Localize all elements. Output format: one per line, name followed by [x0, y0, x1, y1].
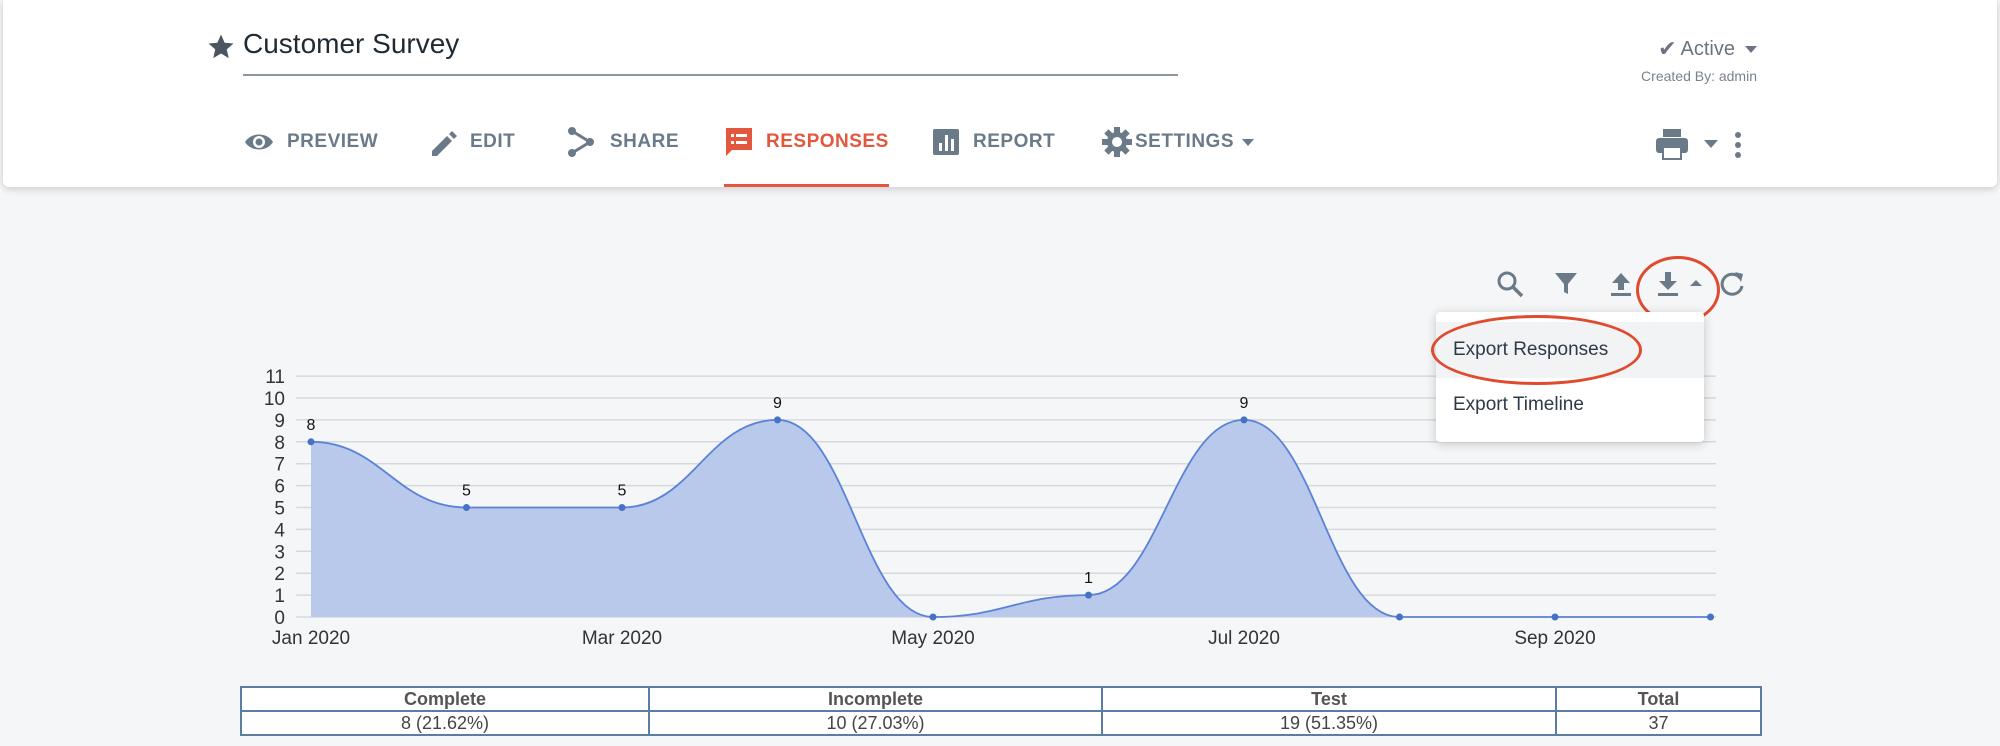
y-tick-label: 3	[274, 542, 285, 563]
tab-share[interactable]: SHARE	[566, 125, 679, 185]
data-point	[929, 613, 937, 621]
tab-preview[interactable]: PREVIEW	[243, 125, 378, 185]
data-point	[307, 438, 315, 446]
bar-chart-icon	[933, 129, 959, 155]
data-point	[1085, 591, 1092, 599]
y-tick-label: 10	[264, 389, 285, 410]
data-label: 9	[773, 395, 782, 412]
chart-area-fill	[311, 419, 1711, 617]
refresh-icon[interactable]	[1718, 270, 1746, 298]
header-total: Total	[1555, 686, 1762, 712]
table-row: 8 (21.62%) 10 (27.03%) 19 (51.35%) 37	[240, 710, 1762, 736]
y-tick-label: 7	[274, 455, 285, 476]
data-point	[618, 504, 626, 511]
y-tick-label: 9	[274, 411, 285, 432]
responses-icon	[726, 128, 752, 156]
export-timeline-item[interactable]: Export Timeline	[1453, 394, 1584, 415]
data-label: 8	[307, 417, 316, 434]
table-header-row: Complete Incomplete Test Total	[240, 686, 1762, 712]
print-icon[interactable]	[1655, 127, 1689, 161]
y-tick-label: 4	[274, 520, 285, 541]
data-label: 5	[462, 483, 471, 500]
header-test: Test	[1101, 686, 1557, 712]
tab-edit[interactable]: EDIT	[428, 125, 515, 185]
tab-responses-label: RESPONSES	[766, 131, 889, 152]
active-tab-indicator	[724, 184, 889, 187]
tab-responses[interactable]: RESPONSES	[724, 125, 889, 187]
pencil-icon	[432, 131, 457, 156]
data-point	[1240, 416, 1248, 424]
star-icon[interactable]	[206, 32, 236, 62]
y-tick-label: 2	[274, 564, 285, 585]
tab-share-label: SHARE	[610, 131, 680, 152]
survey-title[interactable]: Customer Survey	[243, 28, 460, 59]
value-complete: 8 (21.62%)	[240, 710, 650, 736]
tab-edit-label: EDIT	[470, 131, 516, 152]
check-icon: ✔	[1658, 36, 1677, 61]
tab-report-label: REPORT	[973, 131, 1056, 152]
x-tick-label: Mar 2020	[582, 628, 662, 649]
data-point	[1707, 613, 1714, 621]
tab-settings-label: SETTINGS	[1135, 131, 1235, 152]
eye-icon	[245, 134, 273, 150]
status-dropdown[interactable]: ✔ Active	[1658, 36, 1757, 62]
title-underline	[243, 74, 1178, 76]
y-tick-label: 8	[274, 433, 285, 454]
x-axis-ticks: Jan 2020 Mar 2020 May 2020 Jul 2020 Sep 2020	[272, 628, 1596, 649]
y-tick-label: 11	[265, 367, 285, 388]
data-point	[1396, 613, 1403, 621]
status-label: Active	[1680, 37, 1735, 60]
value-total: 37	[1555, 710, 1762, 736]
x-tick-label: Jul 2020	[1208, 628, 1280, 649]
tab-preview-label: PREVIEW	[287, 131, 379, 152]
summary-table: Complete Incomplete Test Total 8 (21.62%…	[240, 686, 1762, 736]
more-vertical-icon[interactable]	[1733, 131, 1743, 159]
tab-settings[interactable]: SETTINGS	[1101, 125, 1255, 185]
survey-header: Customer Survey ✔ Active Created By: adm…	[3, 0, 1997, 187]
y-tick-label: 1	[274, 586, 285, 607]
tab-report[interactable]: REPORT	[931, 125, 1055, 185]
upload-icon[interactable]	[1608, 270, 1634, 298]
data-label: 5	[618, 483, 627, 500]
chart-point-labels: 8 5 5 9 1 9	[307, 395, 1249, 587]
data-label: 9	[1240, 395, 1249, 412]
y-tick-label: 5	[274, 499, 285, 520]
value-test: 19 (51.35%)	[1101, 710, 1557, 736]
share-icon	[568, 127, 594, 157]
value-incomplete: 10 (27.03%)	[648, 710, 1103, 736]
x-tick-label: Jan 2020	[272, 628, 350, 649]
header-incomplete: Incomplete	[648, 686, 1103, 712]
chart-series-line	[310, 418, 1711, 618]
caret-down-icon	[1745, 45, 1757, 53]
filter-icon[interactable]	[1553, 270, 1579, 298]
created-by: Created By: admin	[1641, 68, 1757, 84]
x-tick-label: Sep 2020	[1514, 628, 1595, 649]
data-point	[774, 416, 781, 424]
chart-points	[307, 416, 1714, 621]
print-options-caret-icon[interactable]	[1704, 140, 1718, 148]
gear-icon	[1102, 127, 1132, 157]
data-point	[463, 504, 470, 511]
data-label: 1	[1084, 570, 1093, 587]
caret-down-icon	[1242, 139, 1255, 146]
y-tick-label: 6	[274, 477, 285, 498]
header-complete: Complete	[240, 686, 650, 712]
search-icon[interactable]	[1496, 270, 1524, 298]
highlight-annotation	[1431, 315, 1642, 385]
data-point	[1551, 613, 1559, 621]
y-tick-label: 0	[274, 608, 285, 629]
x-tick-label: May 2020	[891, 628, 974, 649]
